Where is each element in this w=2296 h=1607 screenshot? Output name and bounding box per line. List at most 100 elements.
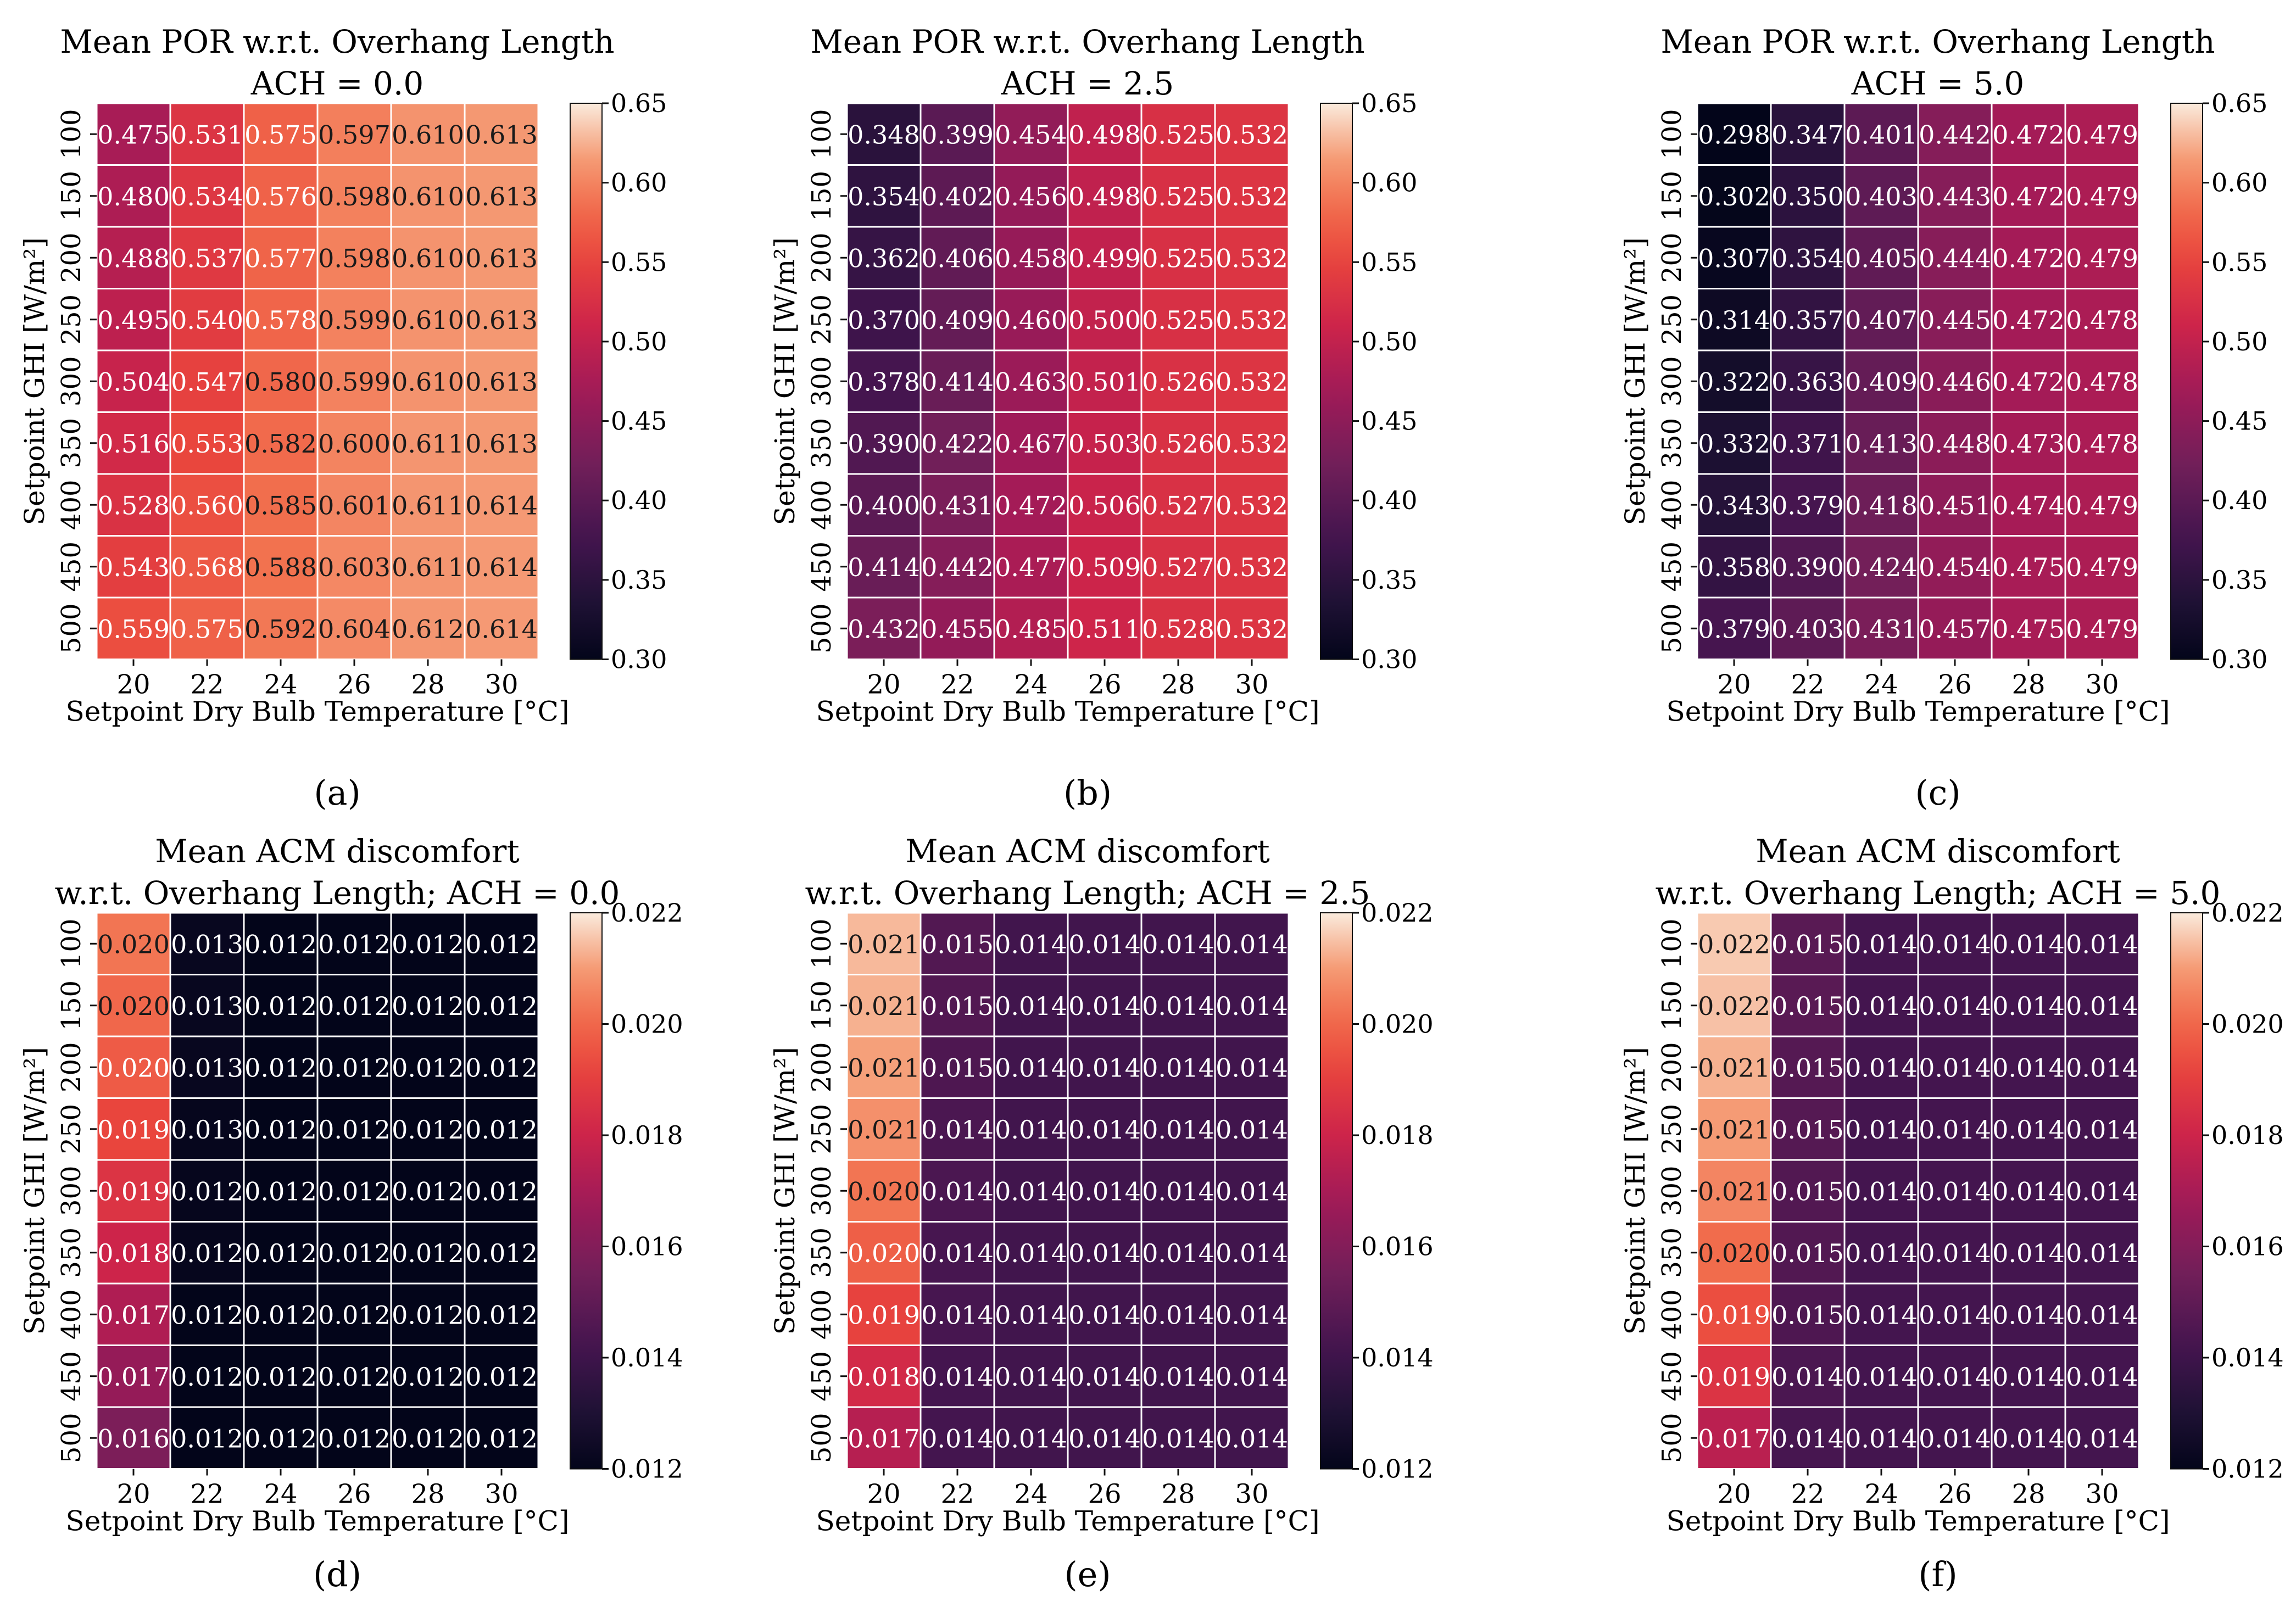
cell-value-label: 0.014 <box>1992 929 2065 959</box>
heatmap-cell <box>919 596 995 660</box>
heatmap-cell <box>464 164 539 228</box>
cell-value-label: 0.575 <box>244 120 317 149</box>
cell-value-label: 0.014 <box>995 1424 1067 1453</box>
cell-value-label: 0.022 <box>1698 929 1770 959</box>
x-tick-label: 24 <box>264 1479 297 1510</box>
cell-value-label: 0.015 <box>921 991 994 1021</box>
cell-value-label: 0.014 <box>2066 1053 2138 1083</box>
x-tick-label: 30 <box>484 669 518 700</box>
cell-value-label: 0.457 <box>1919 614 1991 644</box>
heatmap-cell <box>1696 1097 1772 1161</box>
heatmap-cell <box>1067 1344 1143 1408</box>
cell-value-label: 0.014 <box>995 1053 1067 1083</box>
cell-value-label: 0.403 <box>1771 614 1844 644</box>
cell-value-label: 0.014 <box>1068 1238 1141 1268</box>
cell-value-label: 0.021 <box>1698 1115 1770 1145</box>
heatmap-cell <box>1843 1406 1919 1470</box>
cell-value-label: 0.014 <box>1068 1300 1141 1330</box>
heatmap-cell <box>243 349 319 413</box>
heatmap-cell <box>243 1097 319 1161</box>
heatmap-cell <box>316 288 392 351</box>
cell-value-label: 0.479 <box>2066 614 2138 644</box>
panel-label: (c) <box>1915 773 1960 813</box>
cell-value-label: 0.485 <box>995 614 1067 644</box>
cell-value-label: 0.012 <box>318 1300 391 1330</box>
heatmap-cell <box>1991 349 2066 413</box>
cell-value-label: 0.526 <box>1142 367 1214 397</box>
cell-value-label: 0.014 <box>2066 1238 2138 1268</box>
heatmap-cell <box>96 1406 171 1470</box>
x-tick-label: 22 <box>190 1479 224 1510</box>
x-axis-label: Setpoint Dry Bulb Temperature [°C] <box>66 1505 570 1537</box>
cell-value-label: 0.378 <box>848 367 920 397</box>
y-tick-label: 100 <box>806 109 837 159</box>
heatmap-cell <box>2064 1159 2140 1223</box>
colorbar-tick-label: 0.40 <box>611 486 667 515</box>
cell-value-label: 0.614 <box>465 553 538 582</box>
cell-value-label: 0.343 <box>1698 490 1770 520</box>
cell-value-label: 0.012 <box>318 991 391 1021</box>
y-tick-label: 200 <box>806 232 837 283</box>
heatmap-cell <box>1696 1344 1772 1408</box>
cell-value-label: 0.525 <box>1142 182 1214 211</box>
cell-value-label: 0.532 <box>1216 614 1288 644</box>
panel-label: (a) <box>314 773 360 813</box>
x-tick-label: 28 <box>1161 1479 1195 1510</box>
heatmap-cell <box>993 1221 1069 1285</box>
heatmap-cell <box>2064 535 2140 599</box>
cell-value-label: 0.402 <box>921 182 994 211</box>
x-tick-label: 22 <box>1791 1479 1824 1510</box>
cell-value-label: 0.012 <box>318 1115 391 1145</box>
heatmap-cell <box>1140 912 1216 975</box>
cell-value-label: 0.013 <box>171 991 243 1021</box>
heatmap-cell <box>390 1344 466 1408</box>
heatmap-cell <box>1214 164 1290 228</box>
cell-value-label: 0.019 <box>1698 1362 1770 1392</box>
heatmap-cell <box>96 535 171 599</box>
cell-value-label: 0.598 <box>318 182 391 211</box>
cell-value-label: 0.017 <box>848 1424 920 1453</box>
colorbar-tick-label: 0.020 <box>1361 1009 1434 1039</box>
colorbar-tick-label: 0.35 <box>611 565 667 595</box>
heatmap-cell <box>1067 974 1143 1037</box>
colorbar-tick-label: 0.35 <box>1361 565 1417 595</box>
cell-value-label: 0.015 <box>1771 1115 1844 1145</box>
heatmap-cell <box>243 535 319 599</box>
panel-label: (b) <box>1063 773 1112 813</box>
cell-value-label: 0.014 <box>1919 1115 1991 1145</box>
heatmap-cell <box>2064 349 2140 413</box>
cell-value-label: 0.014 <box>1142 1300 1214 1330</box>
x-tick-label: 28 <box>2011 669 2045 700</box>
heatmap-cell <box>96 473 171 537</box>
heatmap-cell <box>1770 535 1846 599</box>
heatmap-cell <box>846 596 922 660</box>
y-tick-label: 400 <box>1657 1289 1687 1340</box>
x-tick-label: 26 <box>1938 669 1971 700</box>
cell-value-label: 0.012 <box>244 1424 317 1453</box>
cell-value-label: 0.014 <box>1142 1424 1214 1453</box>
y-tick-label: 500 <box>1657 1413 1687 1463</box>
cell-value-label: 0.358 <box>1698 553 1770 582</box>
heatmap-cell <box>1917 473 1993 537</box>
cell-value-label: 0.488 <box>97 243 170 273</box>
colorbar-tick-label: 0.55 <box>1361 247 1417 277</box>
cell-value-label: 0.020 <box>97 929 170 959</box>
cell-value-label: 0.012 <box>392 1176 464 1206</box>
y-tick-label: 150 <box>1657 980 1687 1031</box>
cell-value-label: 0.458 <box>995 243 1067 273</box>
cell-value-label: 0.016 <box>97 1424 170 1453</box>
cell-value-label: 0.014 <box>1068 929 1141 959</box>
y-tick-label: 300 <box>1657 356 1687 406</box>
cell-value-label: 0.022 <box>1698 991 1770 1021</box>
cell-value-label: 0.479 <box>2066 182 2138 211</box>
cell-value-label: 0.015 <box>1771 929 1844 959</box>
colorbar-tick-label: 0.40 <box>2211 486 2267 515</box>
heatmap-cell <box>316 1406 392 1470</box>
cell-value-label: 0.014 <box>1992 1115 2065 1145</box>
cell-value-label: 0.012 <box>244 1115 317 1145</box>
y-tick-label: 500 <box>806 1413 837 1463</box>
heatmap-cell <box>1843 974 1919 1037</box>
cell-value-label: 0.012 <box>244 1053 317 1083</box>
heatmap-cell <box>243 912 319 975</box>
heatmap-cell <box>1140 596 1216 660</box>
